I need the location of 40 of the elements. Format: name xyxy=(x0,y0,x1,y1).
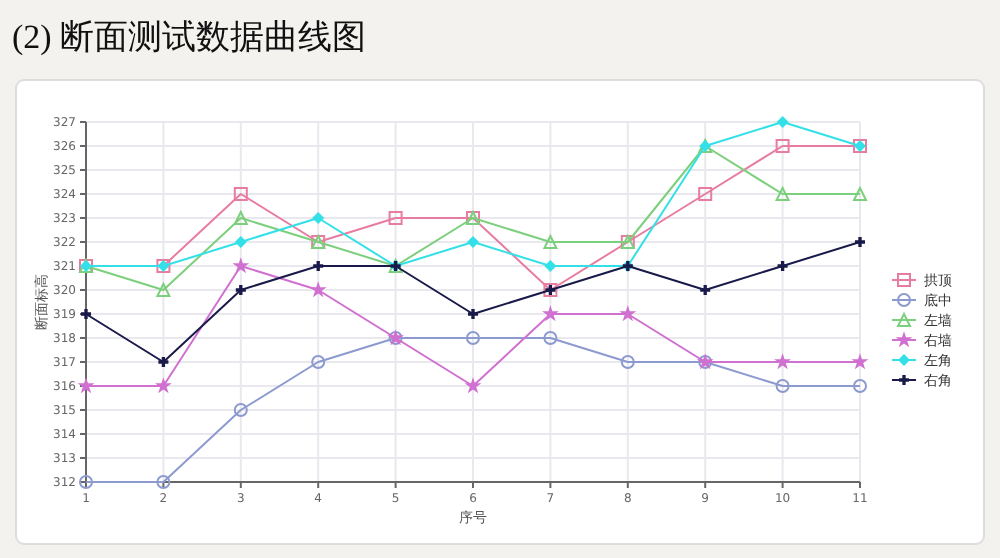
point xyxy=(851,353,869,370)
point xyxy=(388,211,403,225)
point xyxy=(233,211,248,225)
chart-title: (2) 断面测试数据曲线图 xyxy=(12,18,367,56)
point xyxy=(467,236,479,248)
point xyxy=(544,260,557,272)
point xyxy=(853,379,867,393)
point xyxy=(619,305,637,322)
point xyxy=(466,331,480,345)
point xyxy=(698,187,713,201)
point xyxy=(233,403,248,417)
point xyxy=(777,260,788,272)
point xyxy=(543,235,558,249)
point xyxy=(775,187,790,201)
point xyxy=(467,308,479,320)
point xyxy=(775,139,790,153)
point xyxy=(853,187,867,201)
point xyxy=(854,236,866,248)
point xyxy=(232,257,250,274)
point xyxy=(311,355,326,369)
point xyxy=(233,187,248,201)
point xyxy=(77,377,95,394)
point xyxy=(79,475,93,489)
point xyxy=(543,331,558,345)
point xyxy=(235,284,246,296)
point xyxy=(80,308,92,320)
point xyxy=(156,475,171,489)
point xyxy=(154,377,172,394)
point xyxy=(700,284,711,296)
point xyxy=(156,283,171,297)
point xyxy=(234,236,247,248)
point xyxy=(158,356,169,368)
point xyxy=(774,353,792,370)
point xyxy=(313,260,324,272)
point xyxy=(776,116,789,128)
point xyxy=(620,355,635,369)
point xyxy=(775,379,790,393)
point xyxy=(541,305,559,322)
point xyxy=(464,377,482,394)
point xyxy=(312,212,325,224)
